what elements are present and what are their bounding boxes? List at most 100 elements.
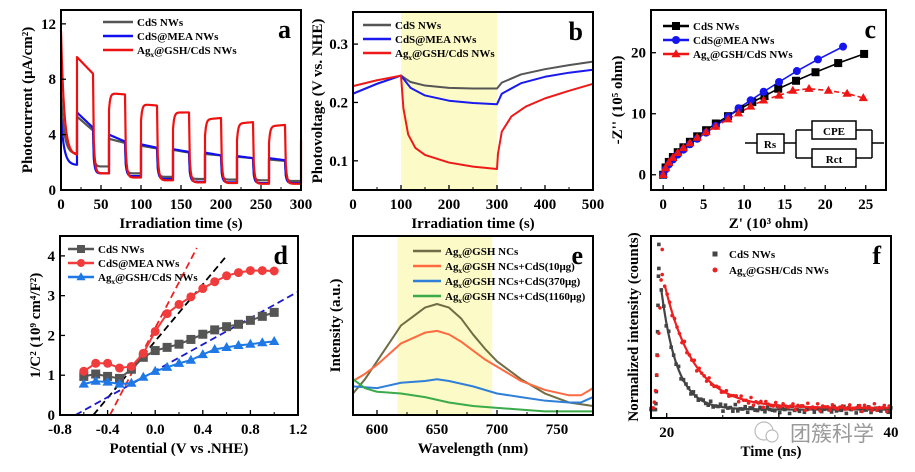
legend-marker	[77, 245, 85, 253]
data-point-3	[78, 378, 89, 388]
data-point-1	[691, 390, 696, 394]
y-tick-label: 20	[631, 46, 646, 62]
y-axis-label: Photocurrent (μA/cm²)	[20, 27, 36, 173]
data-point-2	[198, 284, 208, 294]
data-point-1	[811, 68, 820, 77]
data-point-1	[657, 242, 661, 247]
legend-marker	[712, 267, 718, 273]
data-point-2	[751, 403, 756, 407]
legend-marker	[712, 251, 718, 257]
legend-item: Agx@GSH/CdS NWs	[68, 272, 198, 286]
panel-letter: c	[864, 15, 876, 44]
y-tick-label: 10	[631, 107, 646, 123]
panel-e-pl-spectra: 600 650 700 750 Wavelength (nm) Intensity (a.…	[328, 235, 594, 457]
data-point-3	[658, 169, 668, 178]
data-point-1	[721, 409, 725, 413]
x-tick-label: 250	[250, 197, 273, 213]
data-point-1	[257, 311, 267, 321]
data-point-2	[657, 331, 661, 336]
x-tick-label: 0.8	[241, 422, 260, 438]
legend-label: Agx@GSH NCs	[445, 246, 519, 260]
legend-item: CdS NWs	[712, 249, 776, 261]
x-tick-label: 40	[884, 425, 899, 441]
panel-letter: a	[278, 15, 291, 44]
data-point-2	[210, 277, 220, 287]
y-tick-label: 0	[48, 408, 56, 424]
x-tick-label: 200	[438, 197, 461, 213]
legend-label: Agx@GSH/CdS NWs	[395, 48, 495, 62]
data-point-3	[774, 90, 784, 99]
data-point-2	[813, 55, 822, 64]
data-point-2	[805, 401, 810, 406]
data-point-1	[198, 329, 208, 339]
data-point-2	[652, 400, 657, 405]
data-point-1	[656, 274, 661, 278]
data-point-2	[764, 399, 768, 404]
circuit-rct-label: Rct	[826, 154, 843, 166]
x-tick-label: 0	[659, 197, 667, 213]
x-axis-label: Potential (V vs .NHE)	[110, 441, 249, 457]
data-point-1	[812, 410, 817, 414]
data-point-3	[269, 336, 280, 346]
y-axis-label: Photovoltage (V vs. NHE)	[310, 19, 326, 184]
data-point-1	[758, 405, 762, 410]
data-point-3	[161, 361, 173, 371]
x-tick-label: 1.2	[289, 422, 308, 438]
data-point-1	[150, 346, 160, 356]
x-tick-label: 0.0	[146, 422, 165, 438]
y-tick-label: 8	[49, 72, 57, 88]
x-tick-label: 20	[659, 425, 674, 441]
x-tick-label: 25	[858, 197, 873, 213]
data-point-1	[245, 315, 255, 325]
data-point-1	[773, 408, 777, 413]
data-point-3	[804, 83, 814, 92]
panel-f-trpl-decay: 20 40 Time (ns) Normalized intensity (count…	[626, 232, 899, 460]
y-tick-label: 3	[48, 289, 56, 305]
data-point-3	[711, 121, 721, 130]
x-tick-label: 100	[390, 197, 413, 213]
y-tick-label: 1	[48, 368, 56, 384]
data-point-3	[723, 114, 733, 123]
data-point-2	[257, 266, 267, 276]
x-tick-label: 10	[737, 197, 752, 213]
data-point-1	[834, 59, 843, 68]
data-point-1	[748, 406, 752, 410]
series-line-4	[352, 378, 593, 413]
data-point-1	[689, 392, 693, 396]
data-point-1	[162, 342, 172, 352]
x-axis-label: Irradiation time (s)	[119, 216, 242, 232]
data-point-3	[673, 147, 683, 156]
x-tick-label: 300	[486, 197, 509, 213]
data-point-1	[797, 409, 802, 414]
data-point-1	[706, 403, 710, 407]
data-point-2	[736, 399, 741, 404]
y-axis-label: -Z'' (10⁵ ohm)	[610, 56, 626, 145]
data-point-2	[162, 309, 172, 319]
panel-letter: f	[872, 241, 881, 270]
series-line-3	[352, 378, 594, 404]
x-tick-label: 5	[700, 197, 708, 213]
data-point-2	[174, 299, 184, 309]
data-point-1	[760, 92, 769, 101]
y-tick-label: 0	[49, 183, 57, 199]
data-point-2	[734, 104, 743, 113]
legend-marker	[77, 259, 85, 267]
data-point-3	[197, 349, 208, 359]
data-point-1	[745, 410, 750, 415]
data-point-2	[884, 409, 889, 414]
data-point-1	[834, 409, 839, 413]
x-tick-label: 300	[290, 197, 313, 213]
legend-marker	[76, 272, 86, 281]
data-point-2	[792, 67, 801, 76]
legend-item: CdS@MEA NWs	[363, 34, 477, 46]
y-tick-label: 2	[48, 328, 56, 344]
legend-label: CdS@MEA NWs	[98, 258, 180, 270]
data-point-1	[79, 371, 89, 381]
x-tick-label: 15	[777, 197, 792, 213]
data-point-2	[860, 409, 864, 414]
x-tick-label: -0.4	[96, 422, 120, 438]
data-point-3	[685, 138, 695, 147]
data-point-1	[708, 399, 713, 404]
data-point-1	[222, 322, 232, 332]
data-point-2	[79, 366, 89, 376]
